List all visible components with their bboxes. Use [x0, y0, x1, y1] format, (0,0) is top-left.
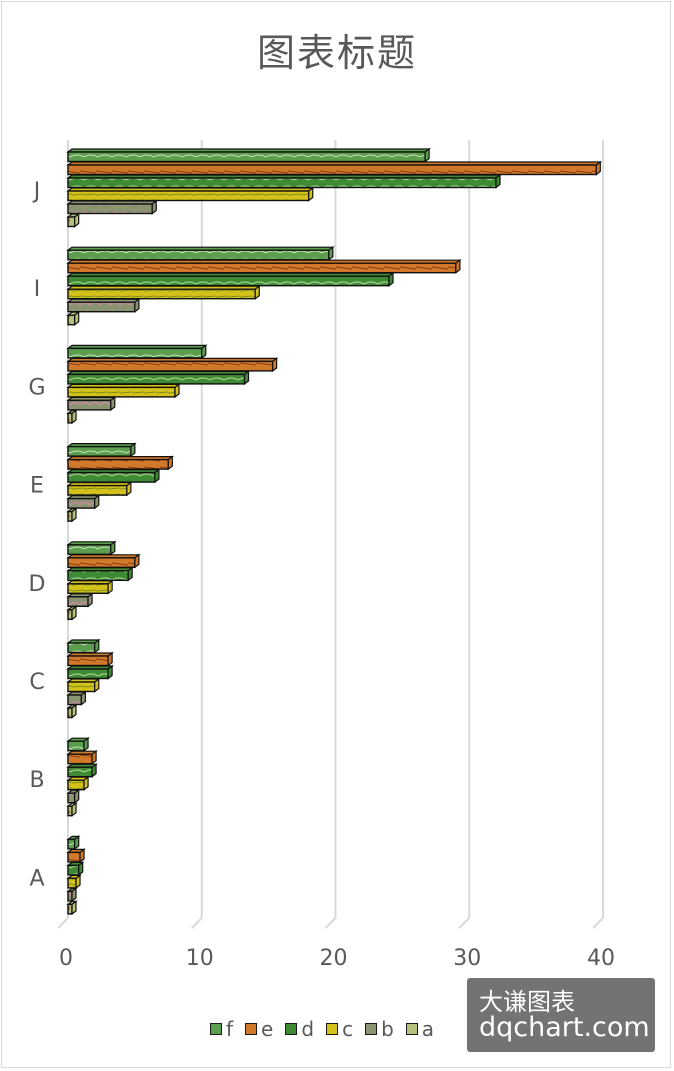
bar-a-C — [66, 703, 78, 719]
legend-item-b: b — [365, 1017, 394, 1041]
y-tick-label: I — [34, 277, 41, 302]
legend-item-d: d — [285, 1017, 314, 1041]
legend-swatch — [365, 1023, 378, 1035]
bar-b-G — [66, 396, 117, 412]
bar-c-E — [66, 481, 133, 497]
legend-swatch — [245, 1023, 258, 1035]
gridline-floor — [592, 917, 604, 929]
bar-d-G — [66, 370, 251, 386]
bar-f-I — [66, 245, 335, 261]
bar-e-J — [66, 160, 603, 176]
watermark-line1: 大谦图表 — [479, 988, 575, 1016]
bar-f-C — [66, 638, 101, 654]
bar-c-I — [66, 285, 262, 300]
bar-f-G — [66, 344, 208, 360]
gridline-floor — [191, 917, 203, 929]
legend-swatch — [405, 1023, 418, 1035]
bar-a-I — [66, 311, 81, 326]
y-tick-label: D — [29, 572, 46, 597]
bar-d-J — [66, 173, 502, 189]
bar-f-B — [66, 737, 90, 752]
watermark-line2: dqchart.com — [479, 1012, 650, 1043]
legend-label: a — [421, 1017, 435, 1041]
legend-item-c: c — [326, 1017, 353, 1041]
legend-label: b — [381, 1017, 394, 1041]
bar-d-I — [66, 272, 395, 287]
y-tick-label: B — [29, 768, 44, 793]
bar-a-D — [66, 605, 78, 621]
bar-a-B — [66, 802, 78, 817]
bar-b-A — [66, 887, 78, 903]
legend-label: c — [342, 1017, 354, 1041]
bar-a-J — [66, 212, 81, 228]
bar-b-I — [66, 298, 141, 313]
bar-f-D — [66, 540, 117, 556]
bar-e-C — [66, 651, 114, 667]
bar-a-A — [66, 900, 78, 916]
tick-labels: 0 10 20 30 40 A B C D E G I J — [28, 179, 615, 971]
legend-swatch — [285, 1023, 298, 1035]
bar-e-G — [66, 357, 279, 373]
legend-item-e: e — [245, 1017, 273, 1041]
bar-b-B — [66, 789, 81, 804]
legend-label: d — [301, 1017, 315, 1041]
legend-item-a: a — [405, 1017, 435, 1041]
bar-b-J — [66, 199, 159, 215]
y-tick-label: C — [29, 670, 44, 695]
bar-a-G — [66, 409, 78, 425]
legend-label: f — [226, 1017, 234, 1041]
gridline-floor — [324, 917, 337, 929]
bars — [66, 147, 603, 916]
bar-e-B — [66, 750, 98, 765]
bar-c-A — [66, 874, 82, 890]
bar-d-B — [66, 763, 98, 778]
bar-b-D — [66, 592, 94, 608]
y-tick-label: E — [30, 474, 44, 499]
bar-c-D — [66, 579, 114, 595]
legend-label: e — [261, 1017, 274, 1041]
y-tick-label: J — [32, 179, 41, 204]
bar-d-A — [66, 861, 85, 877]
bar-f-E — [66, 442, 137, 458]
gridline-floor — [458, 917, 470, 929]
bar-a-E — [66, 507, 78, 523]
x-tick-label: 30 — [453, 946, 481, 971]
bar-c-C — [66, 677, 101, 693]
bar-e-E — [66, 455, 175, 471]
bar-f-J — [66, 147, 431, 163]
bar-d-D — [66, 566, 134, 582]
watermark: 大谦图表 dqchart.com — [467, 978, 655, 1052]
bar-e-I — [66, 259, 462, 274]
legend-item-f: f — [210, 1017, 233, 1041]
bar-c-J — [66, 186, 315, 202]
x-tick-label: 10 — [186, 946, 214, 971]
x-tick-label: 40 — [587, 946, 615, 971]
bar-d-E — [66, 468, 161, 484]
bar-d-C — [66, 664, 114, 680]
y-tick-label: A — [29, 866, 44, 891]
gridline-floor — [57, 917, 69, 929]
bar-b-C — [66, 690, 88, 706]
chart-title: 图表标题 — [256, 31, 417, 75]
legend-swatch — [210, 1023, 222, 1035]
bar-c-G — [66, 383, 181, 399]
bar-e-D — [66, 553, 141, 569]
bar-e-A — [66, 848, 86, 864]
bar-f-A — [66, 835, 81, 851]
x-tick-label: 0 — [59, 946, 73, 971]
bar-c-B — [66, 776, 90, 791]
legend-swatch — [326, 1023, 339, 1035]
bar-b-E — [66, 494, 101, 510]
x-tick-label: 20 — [320, 946, 348, 971]
y-tick-label: G — [28, 375, 45, 400]
